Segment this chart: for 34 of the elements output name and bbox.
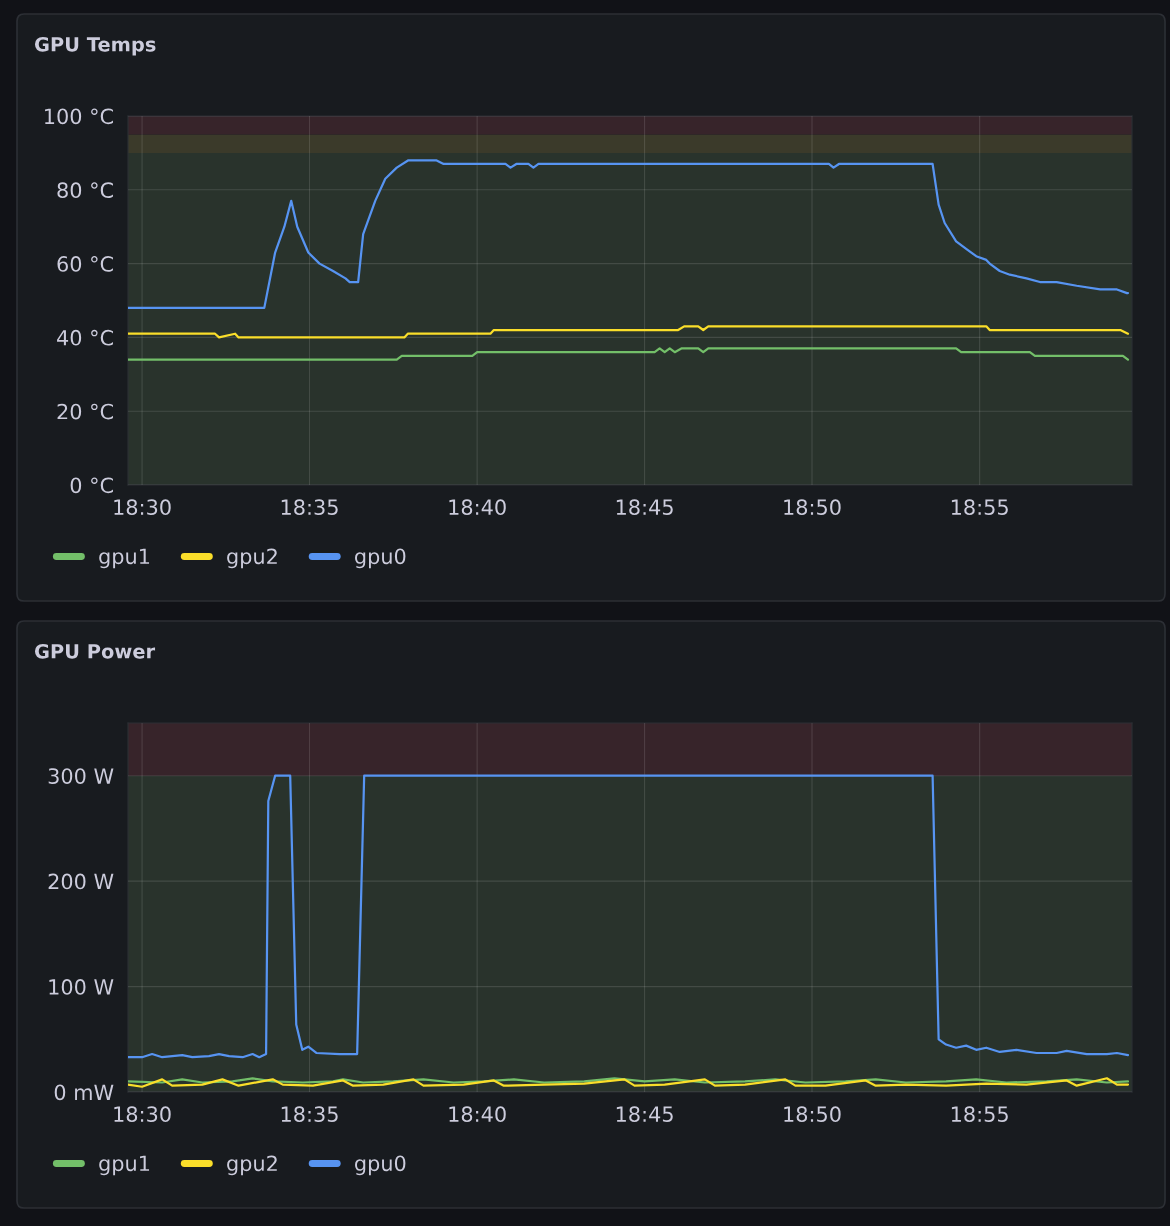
legend-label: gpu2 [227, 548, 277, 569]
line-series [128, 347, 1130, 361]
y-tick-label: 80 °C [57, 182, 113, 199]
x-tick-label: 18:30 [114, 499, 171, 516]
x-tick-label: 18:40 [449, 499, 506, 516]
legend-label: gpu0 [355, 548, 406, 569]
legend-label: gpu1 [99, 548, 150, 569]
x-tick-label: 18:40 [449, 1106, 506, 1123]
legend-label: gpu2 [227, 1155, 277, 1176]
y-tick-label: 0 °C [70, 477, 113, 494]
line-series [128, 1077, 1130, 1088]
y-tick-label: 200 W [48, 873, 114, 890]
x-tick-label: 18:50 [784, 499, 841, 516]
chart-title: GPU Power [34, 643, 156, 659]
x-tick-label: 18:45 [616, 1106, 673, 1123]
x-tick-label: 18:55 [951, 499, 1008, 516]
y-tick-label: 40 °C [57, 329, 113, 346]
y-tick-label: 100 W [49, 979, 114, 995]
x-tick-label: 18:45 [616, 499, 673, 516]
chart-title: GPU Temps [34, 36, 156, 56]
x-tick-label: 18:55 [951, 1106, 1008, 1123]
y-tick-label: 300 W [48, 768, 114, 784]
y-tick-label: 20 °C [57, 403, 113, 420]
y-tick-label: 60 °C [57, 256, 113, 272]
line-series [128, 325, 1130, 339]
y-tick-label: 0 mW [54, 1084, 114, 1101]
x-tick-label: 18:30 [114, 1106, 171, 1123]
y-tick-label: 100 °C [45, 108, 113, 125]
legend-label: gpu0 [355, 1155, 406, 1176]
x-tick-label: 18:35 [281, 499, 338, 516]
line-series [128, 159, 1130, 309]
x-tick-label: 18:50 [784, 1106, 841, 1123]
x-tick-label: 18:35 [281, 1106, 338, 1123]
legend-label: gpu1 [99, 1155, 150, 1176]
